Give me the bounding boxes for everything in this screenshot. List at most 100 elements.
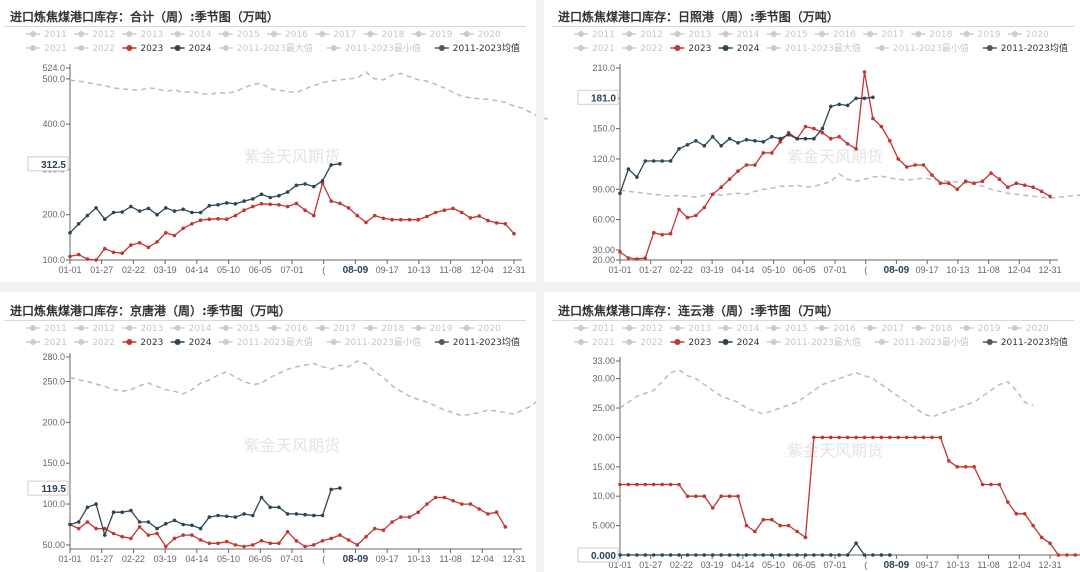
y-tick-label: 25.00 [592, 403, 615, 413]
series-line [69, 360, 541, 417]
data-point [172, 536, 177, 541]
series-2023 [68, 495, 508, 549]
data-point [677, 553, 681, 557]
data-point [329, 536, 334, 541]
data-point [137, 525, 142, 529]
legend-item: 2011-2023最小值 [874, 42, 969, 54]
legend-item: 2012 [74, 324, 115, 334]
legend-label: 2020 [1026, 324, 1049, 334]
data-point [795, 529, 799, 534]
legend-item: 2014 [170, 30, 212, 40]
x-tick-label: 08-09 [884, 265, 910, 276]
legend-swatch-dot [770, 325, 777, 331]
data-point [803, 553, 808, 557]
data-point [198, 210, 203, 215]
data-point [837, 134, 841, 139]
data-point [120, 534, 124, 539]
data-point [702, 553, 707, 557]
data-point [1048, 194, 1052, 199]
data-point [1065, 553, 1069, 557]
legend-label: 2017 [881, 30, 904, 40]
legend: 2011 2012 2013 2014 2015 2016 2017 2018 2019 2020… [26, 30, 520, 54]
current-value-label: 181.0 [591, 93, 616, 104]
data-point [372, 526, 377, 531]
data-point [778, 140, 782, 144]
x-tick-label: 07-01 [823, 560, 846, 570]
series-2024 [68, 162, 342, 235]
legend-item: 2024 [718, 44, 760, 54]
data-point [103, 246, 107, 251]
data-point [1022, 512, 1027, 516]
data-point [753, 553, 757, 557]
legend-item: 2022 [622, 338, 663, 348]
legend-label: 2011-2023最小值 [345, 336, 421, 348]
legend-item: 2024 [170, 338, 212, 348]
data-point [312, 213, 316, 218]
data-point [913, 435, 917, 440]
legend-swatch-dot [915, 325, 922, 331]
legend-label: 2023 [140, 338, 163, 348]
legend-swatch-dot [722, 45, 729, 51]
legend-item: 2011 [574, 30, 615, 40]
legend-swatch-dot [438, 339, 445, 345]
data-point [761, 553, 766, 557]
data-point [111, 531, 116, 536]
data-point [68, 231, 72, 235]
legend-item: 2019 [411, 324, 453, 334]
data-point [618, 250, 622, 254]
legend-item: 2018 [911, 324, 953, 334]
data-point [820, 130, 825, 135]
data-point [390, 217, 394, 222]
data-point [904, 165, 909, 169]
data-point [702, 144, 707, 148]
data-point [277, 541, 281, 546]
legend-swatch-dot [174, 31, 181, 37]
x-tick-label: 04-14 [185, 265, 208, 275]
data-point [888, 553, 892, 557]
legend-label: 2015 [785, 30, 808, 40]
legend-swatch-dot [30, 45, 36, 51]
data-point [710, 134, 715, 139]
legend-label: 2016 [285, 30, 308, 40]
legend-label: 2017 [881, 324, 904, 334]
series-2023 [618, 70, 1052, 261]
legend-item: 2021 [574, 44, 615, 54]
series-line [69, 496, 506, 548]
data-point [618, 553, 622, 557]
data-point [871, 553, 875, 557]
data-point [770, 553, 774, 557]
data-point [685, 494, 690, 498]
data-point [651, 553, 656, 557]
data-point [651, 230, 656, 235]
data-point [129, 508, 133, 513]
data-point [224, 539, 229, 544]
data-point [320, 539, 325, 543]
legend-item: 2013 [670, 324, 711, 334]
chart-svg: 2011 2012 2013 2014 2015 2016 2017 2018 2019 2020… [574, 324, 1080, 571]
x-tick-label: 06-05 [249, 265, 272, 275]
x-tick-label: 02-22 [122, 554, 145, 564]
data-point [355, 543, 360, 547]
legend-item: 2011-2023最小值 [326, 42, 421, 54]
legend-item: 2012 [622, 30, 663, 40]
legend-swatch-dot [674, 31, 681, 37]
legend-label: 2023 [140, 44, 163, 54]
data-point [1022, 183, 1027, 187]
legend-item: 2017 [315, 324, 356, 334]
data-point [643, 159, 648, 163]
x-tick-label: 08-09 [343, 554, 369, 565]
x-tick-label: 03-19 [154, 554, 177, 564]
data-point [989, 171, 993, 175]
x-tick-label: 01-01 [608, 265, 631, 275]
data-point [172, 209, 177, 213]
series-2023 [618, 435, 1080, 557]
legend-item: 2015 [766, 30, 808, 40]
legend-label: 2024 [189, 338, 212, 348]
data-point [477, 507, 482, 511]
data-point [129, 204, 133, 209]
data-point [744, 163, 749, 167]
legend-swatch-dot [222, 45, 229, 51]
y-tick-label: 33.00 [592, 356, 615, 366]
legend-item: 2012 [74, 30, 115, 40]
data-point [416, 217, 421, 222]
